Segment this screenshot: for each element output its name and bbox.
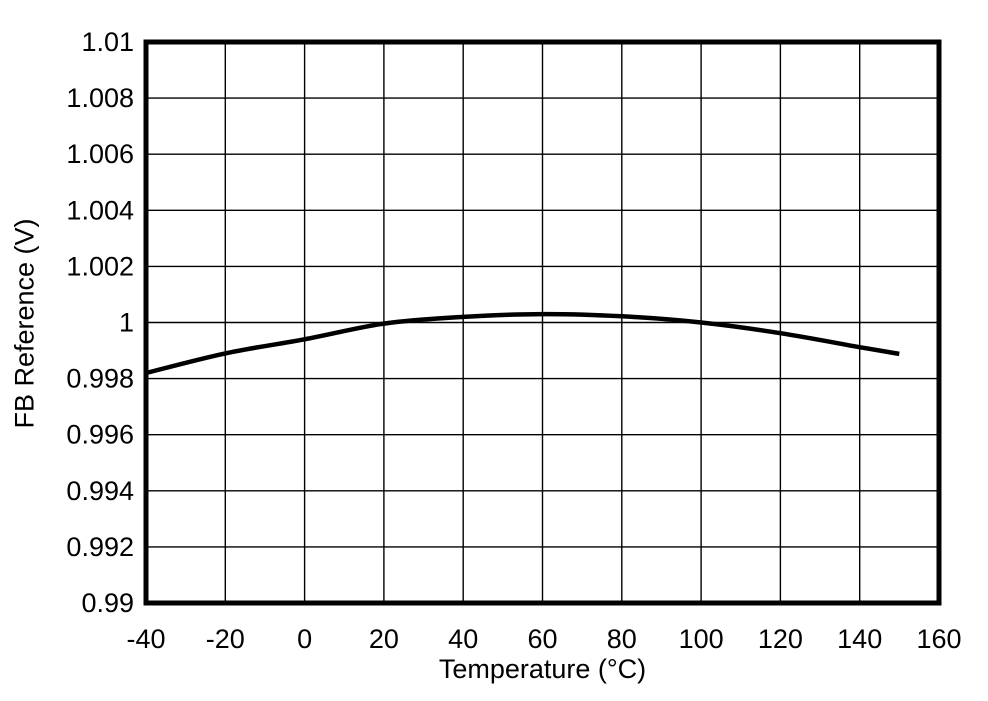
x-tick-label: 160	[916, 624, 961, 654]
y-axis-title: FB Reference (V)	[9, 217, 40, 429]
y-tick-label: 1	[119, 308, 134, 338]
x-tick-label: 40	[448, 624, 478, 654]
x-tick-label: 140	[837, 624, 882, 654]
y-tick-label: 1.006	[66, 139, 134, 169]
x-tick-label: 60	[527, 624, 557, 654]
y-tick-label: 1.01	[81, 27, 134, 57]
y-tick-label: 0.996	[66, 420, 134, 450]
x-tick-label: -20	[206, 624, 245, 654]
y-tick-label: 0.994	[66, 476, 134, 506]
y-tick-label: 0.998	[66, 364, 134, 394]
x-tick-label: 20	[369, 624, 399, 654]
x-tick-label: 100	[679, 624, 724, 654]
plot-border	[143, 39, 942, 606]
x-tick-label: 0	[297, 624, 312, 654]
data-curve	[145, 311, 900, 376]
x-tick-label: 80	[607, 624, 637, 654]
y-axis-title-wrap: FB Reference (V)	[9, 0, 41, 646]
x-tick-label: -40	[126, 624, 165, 654]
y-tick-label: 0.99	[81, 588, 134, 618]
y-tick-label: 1.002	[66, 251, 134, 281]
x-axis-title: Temperature (°C)	[438, 654, 647, 684]
y-tick-label: 0.992	[66, 532, 134, 562]
y-tick-label: 1.004	[66, 195, 134, 225]
x-tick-label: 120	[758, 624, 803, 654]
y-tick-label: 1.008	[66, 83, 134, 113]
